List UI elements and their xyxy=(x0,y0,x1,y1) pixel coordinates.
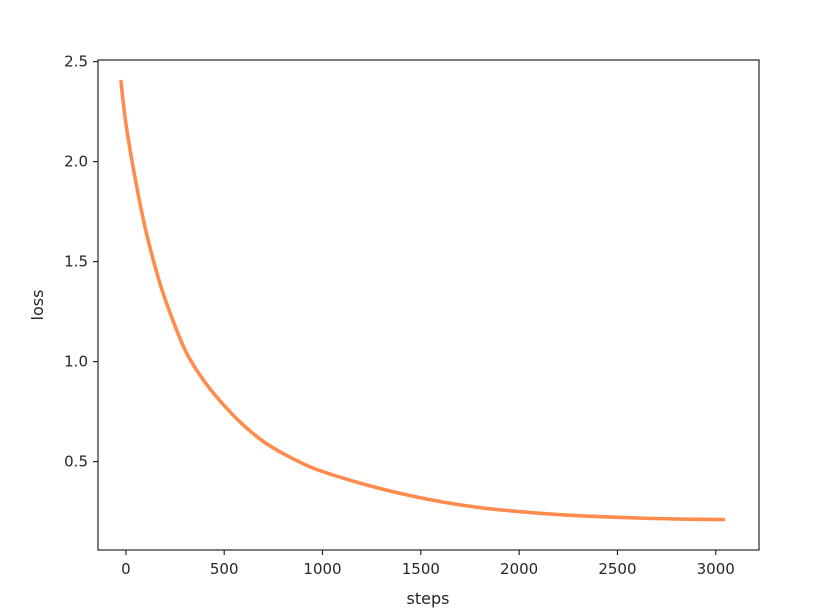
axes-frame xyxy=(97,59,760,551)
x-tick-label: 2000 xyxy=(500,560,538,578)
x-tick-label: 1000 xyxy=(303,560,341,578)
x-axis-ticks: 0 500 1000 1500 2000 2500 3000 xyxy=(121,550,735,578)
y-tick-label: 2.0 xyxy=(64,153,88,171)
y-tick-label: 1.0 xyxy=(64,353,88,371)
x-tick-label: 2500 xyxy=(598,560,636,578)
x-tick-label: 3000 xyxy=(697,560,735,578)
x-tick-label: 500 xyxy=(210,560,239,578)
x-tick-label: 0 xyxy=(121,560,131,578)
y-tick-label: 2.5 xyxy=(64,53,88,71)
y-axis-label: loss xyxy=(28,290,47,321)
y-axis-ticks: 0.5 1.0 1.5 2.0 2.5 xyxy=(64,53,98,471)
y-tick-label: 1.5 xyxy=(64,253,88,271)
x-axis-label: steps xyxy=(407,589,450,608)
plot-area xyxy=(119,79,726,522)
y-tick-label: 0.5 xyxy=(64,453,88,471)
x-tick-label: 1500 xyxy=(402,560,440,578)
loss-series-line xyxy=(119,79,726,522)
